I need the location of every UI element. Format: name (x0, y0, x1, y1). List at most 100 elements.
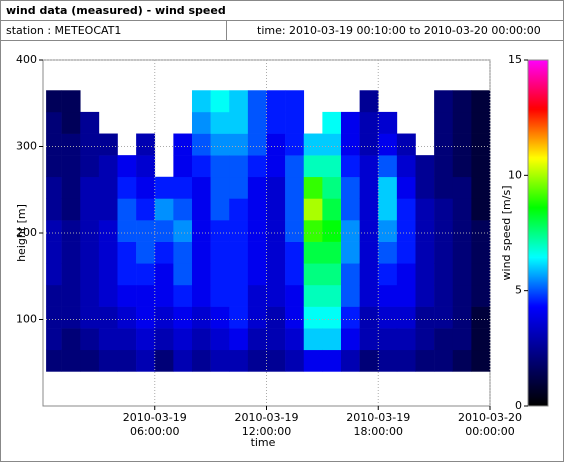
heat-cell (98, 328, 118, 351)
colorbar-tick-label: 10 (508, 168, 522, 181)
heat-cell (471, 133, 491, 156)
heat-cell (61, 241, 81, 264)
heat-cell (98, 284, 118, 307)
colorbar-swatch (528, 152, 548, 155)
heat-cell (322, 263, 342, 286)
colorbar-swatch (528, 204, 548, 207)
heat-cell (210, 111, 230, 134)
colorbar-swatch (528, 68, 548, 71)
colorbar-swatch (528, 404, 548, 407)
heat-cell (378, 133, 398, 156)
colorbar-swatch (528, 174, 548, 177)
heat-cell (192, 284, 211, 307)
heat-cell (434, 176, 454, 199)
colorbar-swatch (528, 146, 548, 149)
heat-cell (285, 306, 305, 329)
colorbar-swatch (528, 232, 548, 235)
heat-cell (266, 284, 286, 307)
heat-cell (341, 263, 360, 286)
heat-cell (192, 90, 211, 113)
heat-cell (229, 284, 249, 307)
heat-cell (303, 263, 323, 286)
heat-cell (285, 111, 305, 134)
heat-cell (434, 284, 454, 307)
heat-cell (415, 349, 435, 372)
heat-cell (61, 155, 81, 178)
colorbar-swatch (528, 290, 548, 293)
heat-cell (46, 198, 62, 221)
colorbar-swatch (528, 82, 548, 85)
heat-cell (285, 90, 305, 113)
heat-cell (229, 90, 249, 113)
heat-cell (98, 306, 118, 329)
colorbar-swatch (528, 116, 548, 119)
colorbar-swatch (528, 100, 548, 103)
colorbar-swatch (528, 98, 548, 101)
colorbar-swatch (528, 298, 548, 301)
colorbar-swatch (528, 360, 548, 363)
heat-cell (471, 328, 491, 351)
heat-cell (266, 90, 286, 113)
colorbar-swatch (528, 372, 548, 375)
heat-cell (434, 328, 454, 351)
heat-cell (247, 263, 267, 286)
heat-cell (154, 306, 174, 329)
heat-cell (415, 306, 435, 329)
heat-cell (117, 306, 137, 329)
colorbar-swatch (528, 220, 548, 223)
heat-cell (46, 90, 62, 113)
heat-cell (303, 133, 323, 156)
heat-cell (322, 349, 342, 372)
colorbar-swatch (528, 378, 548, 381)
heat-cell (154, 176, 174, 199)
heat-cell (98, 176, 118, 199)
heat-cell (117, 328, 137, 351)
heat-cell (341, 111, 360, 134)
colorbar-swatch (528, 244, 548, 247)
heat-cell (210, 198, 230, 221)
colorbar-swatch (528, 240, 548, 243)
colorbar-swatch (528, 130, 548, 133)
colorbar-swatch (528, 102, 548, 105)
x-tick-label: 2010-03-19 06:00:00 (123, 411, 187, 438)
heat-cell (98, 241, 118, 264)
heat-cell (285, 155, 305, 178)
colorbar-swatch (528, 316, 548, 319)
heat-cell (415, 176, 435, 199)
colorbar-swatch (528, 272, 548, 275)
colorbar-swatch (528, 200, 548, 203)
title: wind data (measured) - wind speed (6, 4, 226, 17)
colorbar-swatch (528, 222, 548, 225)
colorbar-swatch (528, 162, 548, 165)
colorbar-swatch (528, 264, 548, 267)
colorbar-swatch (528, 74, 548, 77)
heat-cell (98, 263, 118, 286)
heat-cell (192, 111, 211, 134)
colorbar-swatch (528, 160, 548, 163)
heat-cell (415, 155, 435, 178)
colorbar-swatch (528, 212, 548, 215)
heat-cell (80, 155, 100, 178)
heat-cell (80, 328, 100, 351)
colorbar-swatch (528, 138, 548, 141)
colorbar-swatch (528, 198, 548, 201)
heat-cell (341, 176, 360, 199)
colorbar-swatch (528, 342, 548, 345)
heat-cell (285, 241, 305, 264)
heat-cell (434, 90, 454, 113)
colorbar-swatch (528, 214, 548, 217)
colorbar-swatch (528, 332, 548, 335)
heat-cell (359, 176, 379, 199)
colorbar-label: wind speed [m/s] (500, 186, 513, 281)
plot (42, 59, 491, 407)
colorbar-swatch (528, 374, 548, 377)
heat-cell (136, 198, 156, 221)
heat-cell (341, 328, 360, 351)
heat-cell (117, 284, 137, 307)
colorbar-swatch (528, 344, 548, 347)
heat-cell (229, 328, 249, 351)
colorbar-swatch (528, 176, 548, 179)
heat-cell (61, 90, 81, 113)
colorbar-swatch (528, 340, 548, 343)
heat-cell (471, 241, 491, 264)
